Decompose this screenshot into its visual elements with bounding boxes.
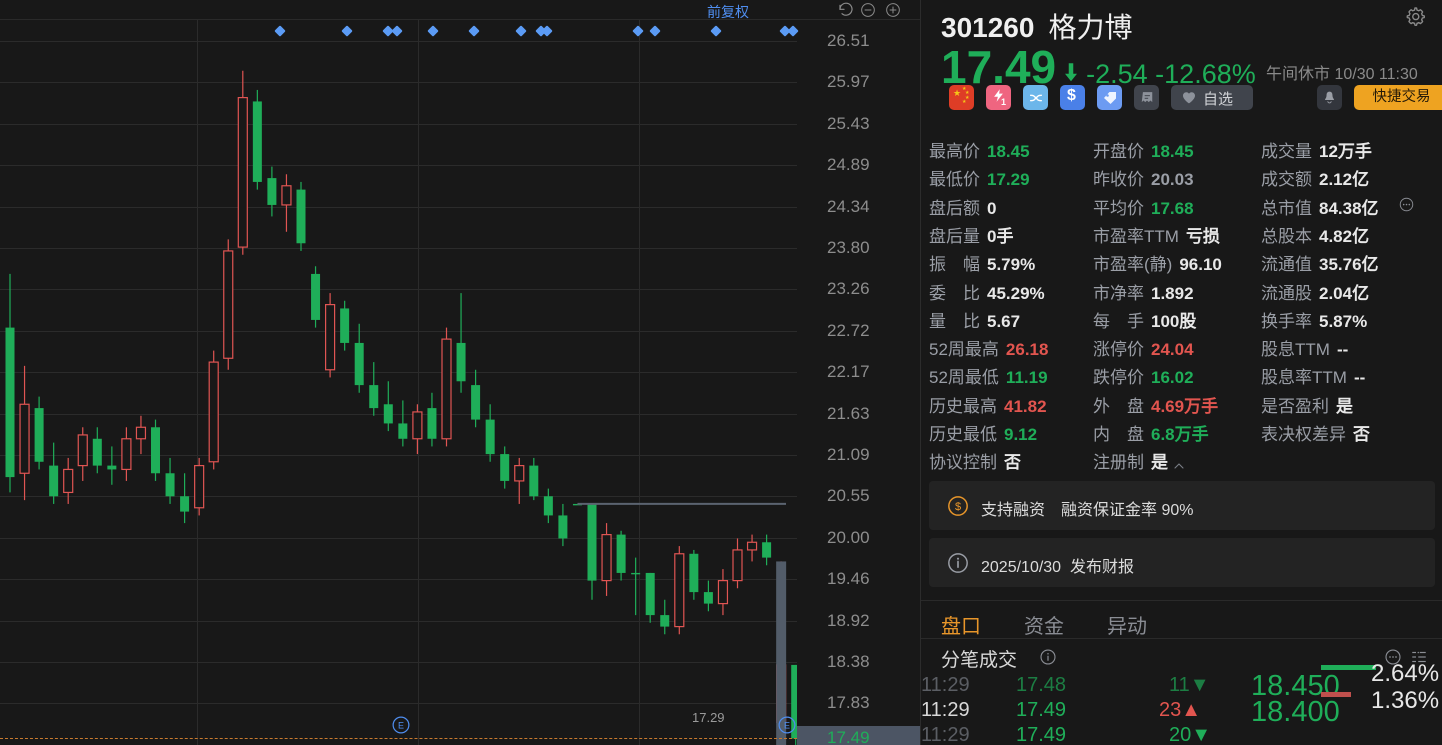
svg-text:E: E — [784, 720, 790, 730]
svg-text:E: E — [398, 720, 404, 730]
svg-text:$: $ — [955, 501, 961, 513]
